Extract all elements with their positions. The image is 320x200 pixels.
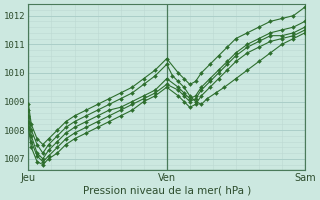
X-axis label: Pression niveau de la mer( hPa ): Pression niveau de la mer( hPa ) [83,186,251,196]
